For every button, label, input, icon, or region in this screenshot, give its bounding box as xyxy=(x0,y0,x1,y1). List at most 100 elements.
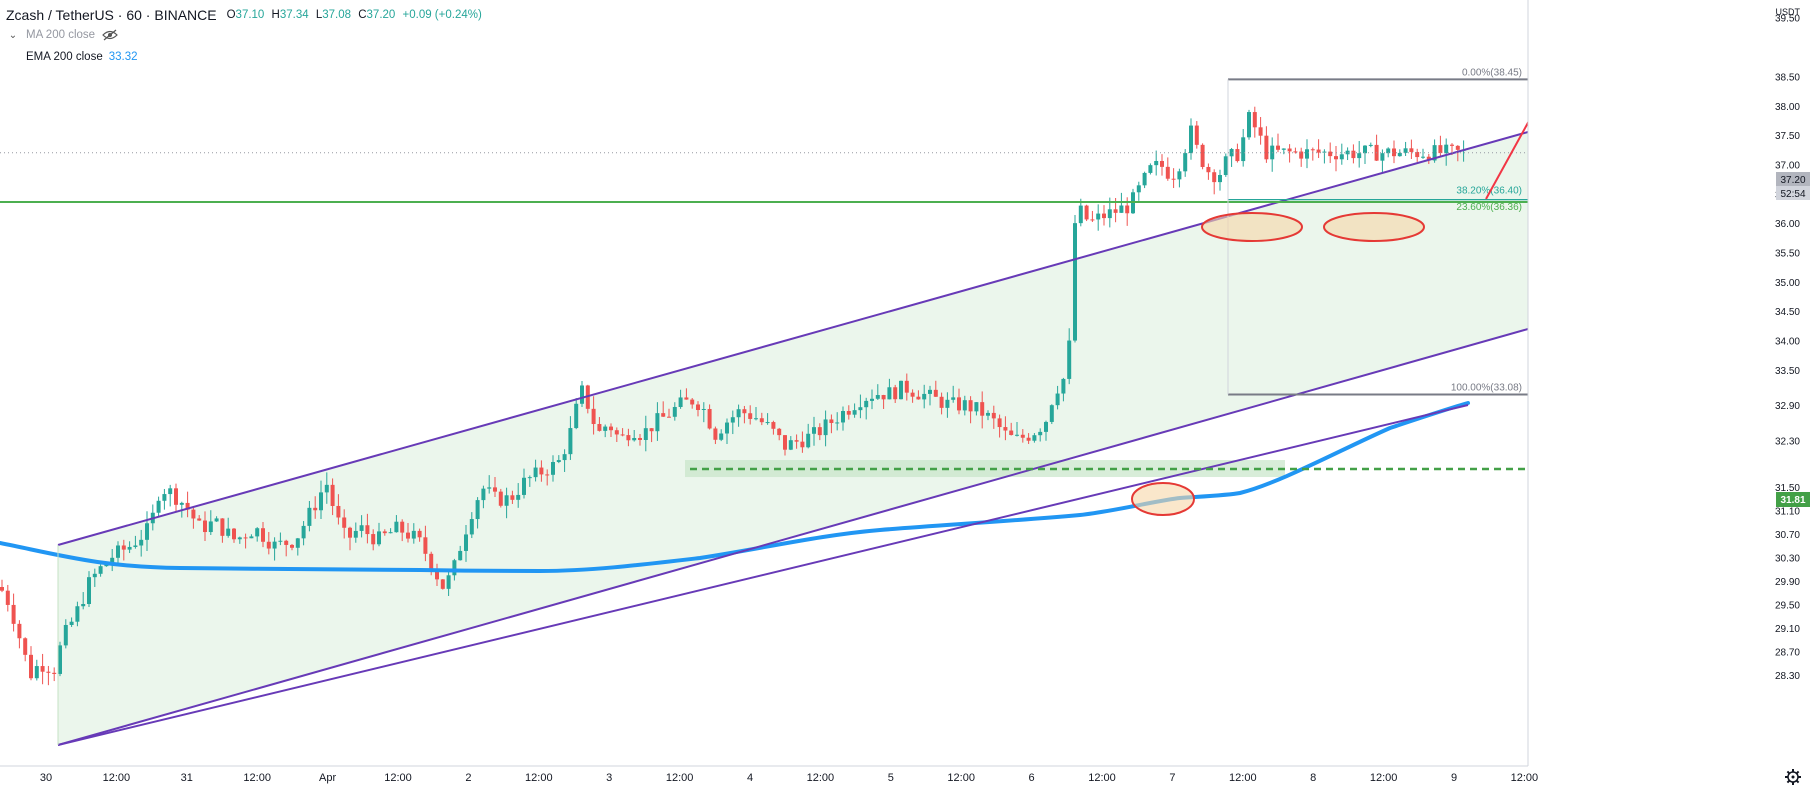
candle-body xyxy=(1090,219,1095,221)
candle-body xyxy=(1386,148,1391,154)
candle-body xyxy=(1200,144,1205,167)
candle-body xyxy=(348,527,352,538)
candle-body xyxy=(220,518,225,536)
candle-body xyxy=(1252,112,1257,128)
candle-body xyxy=(1160,160,1164,167)
candle-body xyxy=(1073,223,1077,341)
candle-body xyxy=(812,427,816,434)
candle-body xyxy=(1229,149,1234,157)
candle-body xyxy=(881,395,886,400)
candle-body xyxy=(968,400,973,412)
candle-body xyxy=(1380,153,1385,161)
candle-body xyxy=(742,409,747,414)
candle-body xyxy=(400,521,405,533)
candle-body xyxy=(452,560,457,576)
candle-body xyxy=(191,509,196,519)
candle-body xyxy=(81,604,86,607)
candle-body xyxy=(127,546,132,550)
candle-body xyxy=(232,528,236,540)
candle-body xyxy=(591,408,596,425)
candle-body xyxy=(1235,149,1240,162)
candle-body xyxy=(1264,135,1269,160)
time-tick-label: 2 xyxy=(465,772,471,784)
candle-body xyxy=(440,579,445,589)
low-label: L xyxy=(315,9,323,21)
candle-body xyxy=(464,534,468,551)
time-axis[interactable]: 30 12:00 31 12:00 Apr 12:00 2 12:00 3 12:00 4 12:00… xyxy=(0,765,1538,789)
candle-body xyxy=(1334,156,1338,160)
change-value: +0.09 (+0.24%) xyxy=(402,9,482,21)
price-axis[interactable]: USDT 28.30 28.70 29.10 29.50 29.90 30.30 30.70… xyxy=(1527,0,1816,785)
candle-body xyxy=(290,544,294,548)
candle-body xyxy=(835,422,840,424)
price-tick-label: 28.30 xyxy=(1775,671,1800,682)
candle-body xyxy=(34,666,39,679)
time-tick-label: 12:00 xyxy=(384,772,412,784)
candle-body xyxy=(179,502,184,505)
candle-body xyxy=(243,537,248,539)
price-tick-label: 28.70 xyxy=(1775,648,1800,659)
candle-body xyxy=(185,502,190,510)
candle-body xyxy=(893,387,898,400)
fibonacci-retracement[interactable]: 0.00%(38.45)38.20%(36.40)23.60%(36.36)10… xyxy=(1227,67,1528,396)
candle-body xyxy=(174,488,178,505)
candle-body xyxy=(17,623,22,639)
chart-legend: Zcash / TetherUS · 60 · BINANCE O37.10 H… xyxy=(6,6,486,68)
channel-lower-line[interactable] xyxy=(57,328,1529,746)
channel-trend-line[interactable] xyxy=(57,404,1469,746)
candle-body xyxy=(522,477,526,495)
highlight-ellipse[interactable] xyxy=(1131,482,1195,516)
candle-body xyxy=(69,621,74,625)
candle-body xyxy=(597,424,602,431)
candle-body xyxy=(110,557,115,563)
candle-body xyxy=(435,569,439,580)
candle-body xyxy=(214,518,219,522)
price-tick-label: 29.50 xyxy=(1775,601,1800,612)
candle-body xyxy=(261,528,265,542)
candle-body xyxy=(301,525,306,539)
highlight-ellipse[interactable] xyxy=(1201,212,1303,242)
candle-body xyxy=(1044,421,1048,432)
candle-body xyxy=(307,507,312,526)
candle-body xyxy=(1368,144,1373,146)
candle-body xyxy=(1015,434,1019,436)
candle-body xyxy=(568,428,573,455)
candle-body xyxy=(29,654,33,679)
candle-body xyxy=(411,530,416,539)
symbol-title[interactable]: Zcash / TetherUS · 60 · BINANCE xyxy=(6,7,217,23)
candle-body xyxy=(916,396,921,400)
candle-body xyxy=(145,523,149,540)
candle-body xyxy=(1061,378,1066,394)
ema-indicator-row[interactable]: EMA 200 close 33.32 xyxy=(26,46,486,68)
chevron-down-icon[interactable]: ⌄ xyxy=(8,29,18,41)
candle-body xyxy=(527,477,532,479)
candle-body xyxy=(1212,172,1217,183)
candle-body xyxy=(1351,150,1356,159)
channel-upper-line[interactable] xyxy=(57,131,1529,546)
candle-body xyxy=(266,541,271,549)
candle-body xyxy=(661,413,666,417)
price-tick-label: 38.50 xyxy=(1775,72,1800,83)
settings-gear-icon[interactable] xyxy=(1785,769,1801,785)
candle-body xyxy=(417,530,422,538)
channel-fill xyxy=(58,132,1528,745)
candle-body xyxy=(887,387,892,400)
ma-indicator-row[interactable]: ⌄ MA 200 close xyxy=(6,24,486,46)
ma-label: MA 200 close xyxy=(26,29,96,41)
hidden-eye-icon[interactable] xyxy=(101,28,119,42)
candle-body xyxy=(133,545,138,547)
highlight-ellipse[interactable] xyxy=(1323,212,1425,242)
candle-body xyxy=(986,412,990,416)
candle-body xyxy=(23,638,28,655)
price-tick-label: 31.50 xyxy=(1775,483,1800,494)
candle-body xyxy=(562,454,567,461)
candle-body xyxy=(1009,430,1014,435)
candle-body xyxy=(98,566,103,574)
candle-body xyxy=(5,590,10,605)
candle-body xyxy=(382,531,387,534)
price-tick-label: 32.90 xyxy=(1775,401,1800,412)
candle-body xyxy=(458,550,463,561)
candle-body xyxy=(1148,165,1153,173)
candle-body xyxy=(1397,152,1402,157)
